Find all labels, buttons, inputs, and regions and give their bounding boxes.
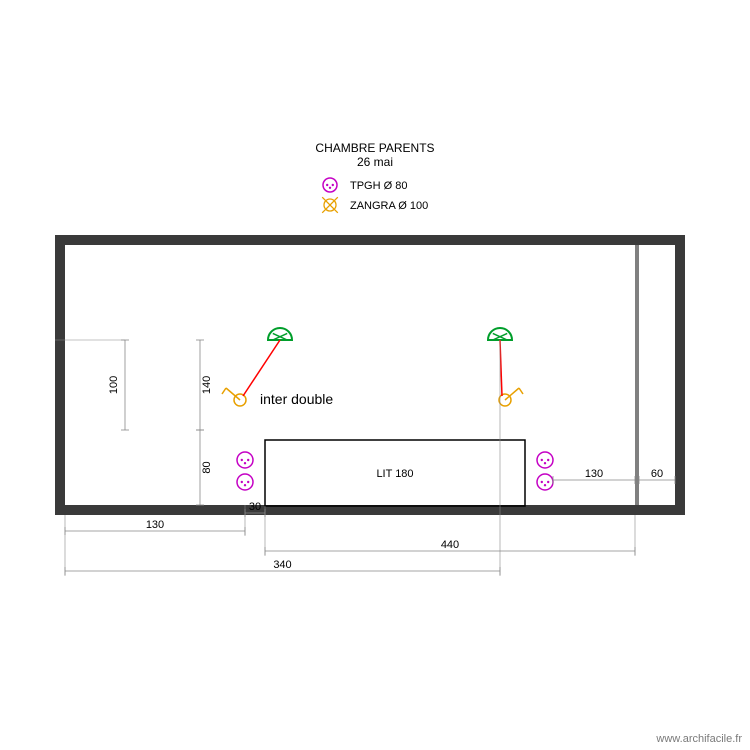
dim-v140: 140 xyxy=(196,340,213,430)
svg-text:80: 80 xyxy=(201,461,213,473)
legend-switch-label: ZANGRA Ø 100 xyxy=(350,200,428,212)
socket-left-0 xyxy=(237,452,253,468)
bed-label: LIT 180 xyxy=(376,468,413,480)
title-line1: CHAMBRE PARENTS xyxy=(315,141,434,155)
svg-text:130: 130 xyxy=(146,519,164,531)
socket-right-0 xyxy=(537,452,553,468)
svg-text:130: 130 xyxy=(585,468,603,480)
svg-text:60: 60 xyxy=(651,468,663,480)
svg-text:100: 100 xyxy=(108,376,120,394)
svg-text:340: 340 xyxy=(273,559,291,571)
legend-socket-label: TPGH Ø 80 xyxy=(350,180,407,192)
interior-wall xyxy=(635,245,639,505)
svg-text:140: 140 xyxy=(201,376,213,394)
dim-v80: 80 xyxy=(196,430,213,505)
footer: www.archifacile.fr xyxy=(655,733,742,745)
dim-v100: 100 xyxy=(108,340,129,430)
socket-right-1 xyxy=(537,474,553,490)
svg-text:30: 30 xyxy=(249,501,261,513)
wall-lamp-right xyxy=(488,328,512,340)
title-line2: 26 mai xyxy=(357,155,393,169)
inter-double-label: inter double xyxy=(260,391,333,407)
wire-left xyxy=(243,340,280,396)
switch-right xyxy=(499,388,523,406)
svg-text:440: 440 xyxy=(441,539,459,551)
legend xyxy=(322,178,338,213)
wall-lamp-left xyxy=(268,328,292,340)
switch-left xyxy=(222,388,246,406)
socket-left-1 xyxy=(237,474,253,490)
